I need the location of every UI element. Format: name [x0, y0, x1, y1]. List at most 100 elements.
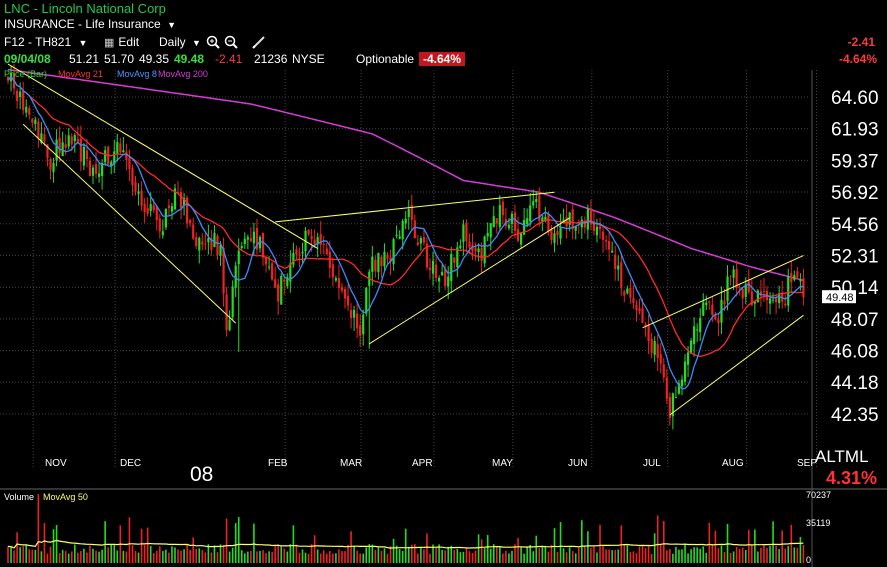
- candle: [325, 243, 328, 255]
- candle: [113, 139, 116, 173]
- candle: [43, 127, 46, 146]
- edit-button[interactable]: ▦ Edit: [104, 35, 139, 49]
- title-bar: LNC - Lincoln National Corp: [0, 0, 887, 18]
- candle-body: [799, 280, 802, 282]
- candle: [705, 295, 708, 311]
- candle: [796, 266, 799, 279]
- candle: [759, 279, 763, 307]
- legend-ma8: MovAvg 8: [117, 69, 157, 79]
- candle: [693, 317, 696, 357]
- candle-body: [483, 236, 486, 264]
- candle: [146, 197, 149, 217]
- candle-body: [623, 291, 626, 296]
- candle: [717, 313, 720, 337]
- candle: [340, 282, 344, 294]
- candle: [456, 241, 459, 278]
- candle: [608, 231, 611, 262]
- candle: [702, 293, 705, 317]
- candle-body: [73, 135, 76, 142]
- candle-body: [182, 197, 186, 206]
- sector-bar: INSURANCE - Life Insurance ▼: [0, 17, 887, 33]
- candle-body: [85, 150, 89, 160]
- candle-body: [6, 76, 10, 81]
- candle-body: [189, 219, 192, 224]
- candle: [620, 253, 623, 296]
- interval-selector[interactable]: Daily ▼: [159, 35, 201, 49]
- candle-body: [771, 299, 775, 301]
- candle: [638, 298, 641, 315]
- candle: [16, 88, 19, 109]
- candle-body: [128, 157, 131, 170]
- candle-body: [116, 142, 119, 154]
- candle: [119, 137, 122, 154]
- candle: [228, 310, 231, 332]
- candle: [122, 136, 125, 153]
- candle-body: [292, 252, 295, 265]
- candle-body: [94, 163, 98, 174]
- candle-body: [143, 204, 146, 213]
- draw-tool-button[interactable]: [252, 35, 266, 52]
- sector-label: INSURANCE - Life Insurance: [4, 17, 161, 31]
- candle: [453, 257, 456, 270]
- candle-body: [362, 314, 365, 335]
- zoom-in-button[interactable]: [206, 35, 220, 52]
- candle: [88, 156, 92, 177]
- candle-body: [428, 267, 432, 270]
- candle: [617, 255, 620, 281]
- candle-body: [122, 150, 125, 153]
- candle-body: [459, 245, 462, 249]
- candle-body: [547, 213, 550, 232]
- candle-body: [702, 302, 705, 316]
- candle-body: [480, 247, 483, 261]
- candle-body: [662, 364, 665, 378]
- candle: [349, 303, 353, 329]
- x-tick-label: MAR: [340, 458, 362, 469]
- candle: [116, 133, 119, 162]
- candle-body: [629, 287, 632, 298]
- candle-body: [70, 136, 73, 145]
- candle-body: [359, 325, 362, 336]
- candle: [459, 239, 462, 250]
- candle-body: [608, 240, 611, 250]
- candle-body: [516, 229, 520, 241]
- candle: [410, 194, 413, 232]
- candle: [28, 105, 31, 120]
- candle: [97, 163, 101, 183]
- candle: [784, 294, 787, 308]
- candle-body: [377, 252, 380, 273]
- trendline: [22, 123, 237, 324]
- y-tick-label: 56.92: [831, 183, 879, 204]
- candle: [58, 126, 61, 162]
- trendline: [369, 217, 570, 345]
- candle: [204, 232, 207, 251]
- candle-body: [583, 221, 586, 228]
- candle-body: [410, 204, 413, 220]
- candle: [438, 275, 441, 293]
- candle-body: [671, 393, 674, 417]
- right-change-pct: -4.64%: [838, 52, 877, 66]
- candle: [264, 255, 268, 273]
- zoom-out-button[interactable]: [224, 35, 238, 52]
- candle: [787, 268, 790, 312]
- candle-body: [334, 278, 337, 281]
- axes: 64.6061.9359.3756.9254.5652.3150.1448.07…: [45, 88, 879, 469]
- sector-selector[interactable]: INSURANCE - Life Insurance ▼: [4, 17, 176, 31]
- candle-body: [787, 276, 790, 306]
- ma21-line: [7, 75, 804, 357]
- right-change: -2.41: [847, 35, 875, 49]
- candle: [243, 232, 246, 250]
- candle: [565, 204, 568, 239]
- candle: [623, 289, 626, 303]
- candle: [295, 245, 298, 260]
- candle: [334, 275, 337, 283]
- symbol-list-selector[interactable]: F12 - TH821 ▼: [4, 35, 87, 49]
- quote-volume: 21236: [254, 52, 288, 66]
- candle: [404, 211, 407, 230]
- candle-body: [219, 245, 222, 256]
- candle: [431, 251, 435, 286]
- candle-body: [790, 273, 793, 283]
- candle: [137, 183, 140, 206]
- candle: [182, 193, 186, 216]
- candle-body: [747, 280, 750, 292]
